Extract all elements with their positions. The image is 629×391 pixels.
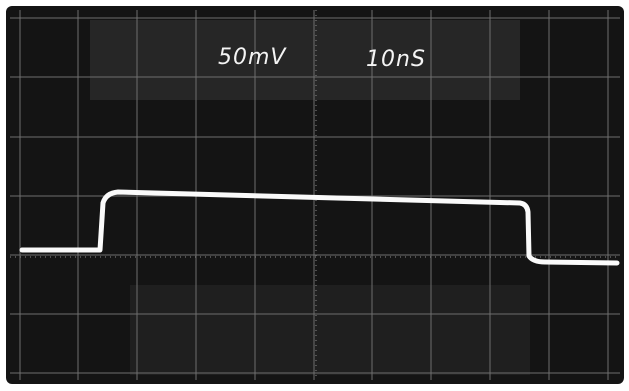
screen-glare	[130, 285, 530, 375]
time-per-div: 10nS	[366, 47, 426, 72]
screen-glare	[90, 20, 520, 100]
waveform	[19, 189, 620, 266]
volts-per-div: 50mV	[218, 45, 287, 70]
